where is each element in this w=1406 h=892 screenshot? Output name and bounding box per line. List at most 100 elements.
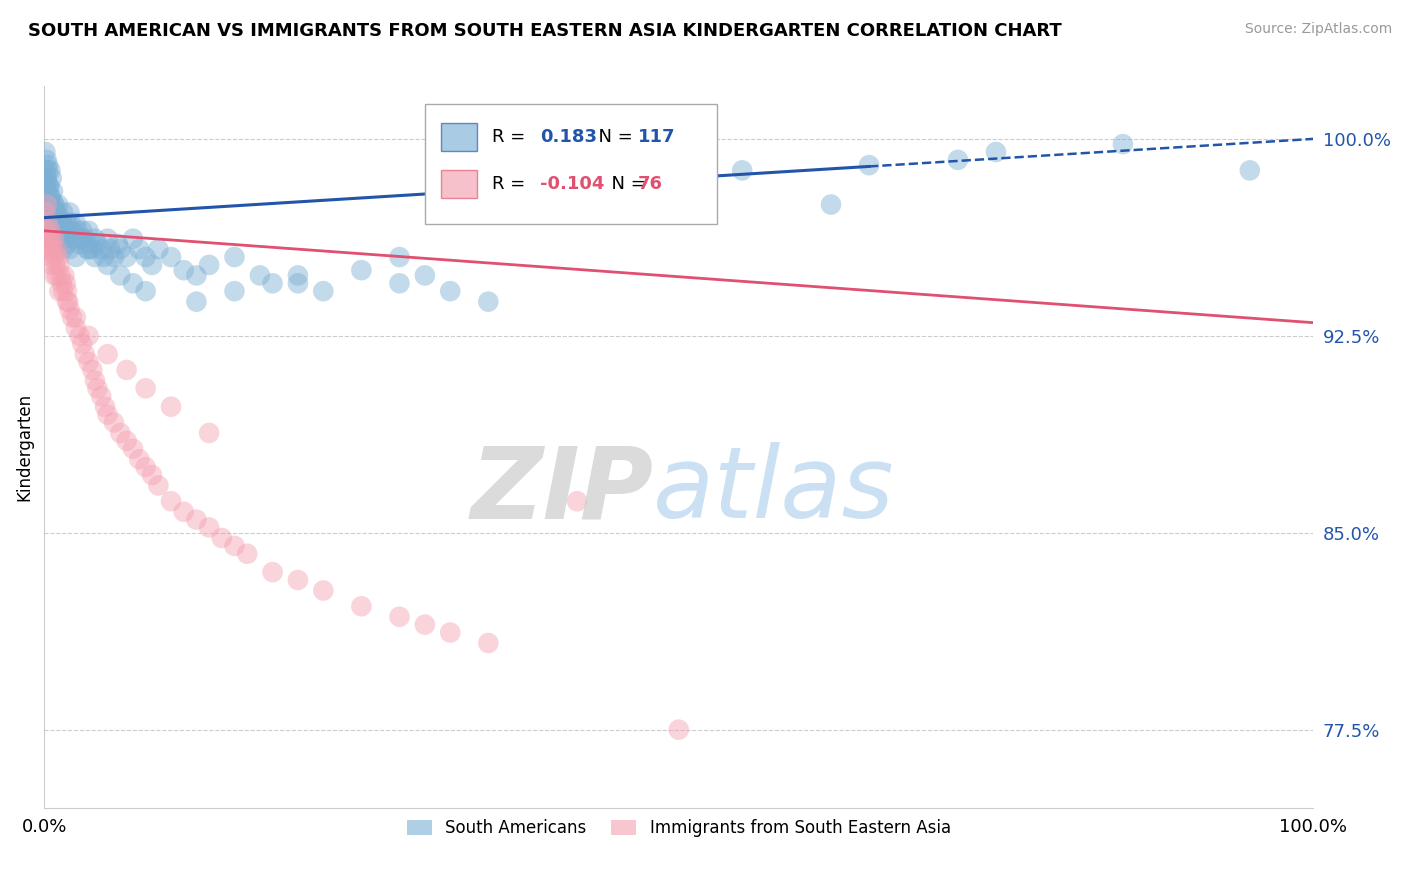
Point <box>110 242 132 256</box>
Point <box>103 416 125 430</box>
Point <box>731 163 754 178</box>
Point <box>60 224 83 238</box>
Point <box>110 425 132 440</box>
Point <box>44 258 66 272</box>
Point <box>388 250 411 264</box>
Point <box>45 242 67 256</box>
Point <box>34 197 56 211</box>
Point <box>148 478 170 492</box>
Point <box>42 216 65 230</box>
Point <box>37 211 59 225</box>
Point <box>45 216 67 230</box>
Point <box>858 158 880 172</box>
Point <box>90 389 112 403</box>
Point <box>135 460 157 475</box>
Point <box>52 242 75 256</box>
FancyBboxPatch shape <box>441 170 477 197</box>
Point <box>128 242 150 256</box>
Point <box>97 258 120 272</box>
Text: R =: R = <box>492 128 531 146</box>
Point <box>59 216 82 230</box>
Point <box>69 236 91 251</box>
Point <box>39 242 62 256</box>
Point <box>186 513 208 527</box>
Point <box>122 442 145 456</box>
Point <box>48 232 70 246</box>
Point <box>77 328 100 343</box>
Point <box>49 224 72 238</box>
Point <box>42 242 65 256</box>
Point <box>65 216 87 230</box>
Point <box>198 520 221 534</box>
Point <box>65 321 87 335</box>
Point <box>173 505 195 519</box>
Point <box>115 363 138 377</box>
Point <box>122 277 145 291</box>
Point <box>73 347 96 361</box>
Point <box>34 145 56 159</box>
Point <box>35 179 58 194</box>
Point <box>44 224 66 238</box>
Point <box>42 185 65 199</box>
Point <box>135 250 157 264</box>
Text: N =: N = <box>600 175 651 193</box>
Point <box>62 232 84 246</box>
Point <box>37 187 59 202</box>
Point <box>515 197 537 211</box>
Point <box>58 242 80 256</box>
Point <box>41 232 63 246</box>
Point <box>35 171 58 186</box>
Point <box>135 284 157 298</box>
Point <box>70 336 93 351</box>
Point <box>83 232 105 246</box>
Point <box>38 179 60 194</box>
Point <box>45 268 67 283</box>
Point <box>186 268 208 283</box>
Point <box>98 242 121 256</box>
Point <box>173 263 195 277</box>
Point <box>38 232 60 246</box>
Legend: South Americans, Immigrants from South Eastern Asia: South Americans, Immigrants from South E… <box>399 812 957 844</box>
Point <box>53 268 76 283</box>
Point <box>37 242 59 256</box>
Point <box>287 573 309 587</box>
Point <box>565 494 588 508</box>
Point <box>388 609 411 624</box>
Point <box>122 232 145 246</box>
Point <box>198 425 221 440</box>
Point <box>287 277 309 291</box>
Point <box>67 232 90 246</box>
Point <box>39 224 62 238</box>
Point <box>1112 137 1135 152</box>
FancyBboxPatch shape <box>425 104 717 224</box>
Point <box>48 211 70 225</box>
Point <box>82 242 104 256</box>
Point <box>45 242 67 256</box>
Point <box>66 224 89 238</box>
Point <box>44 268 66 283</box>
Point <box>135 381 157 395</box>
Point <box>211 531 233 545</box>
Point <box>44 232 66 246</box>
Point <box>86 236 108 251</box>
Point <box>46 197 69 211</box>
Point <box>1239 163 1261 178</box>
Point <box>34 205 56 219</box>
Point <box>44 197 66 211</box>
Point <box>287 268 309 283</box>
Text: R =: R = <box>492 175 531 193</box>
Point <box>38 224 60 238</box>
Point <box>51 216 73 230</box>
Point <box>37 158 59 172</box>
Point <box>77 242 100 256</box>
Text: Source: ZipAtlas.com: Source: ZipAtlas.com <box>1244 22 1392 37</box>
Point <box>34 224 56 238</box>
Point <box>41 197 63 211</box>
Point <box>49 268 72 283</box>
Point <box>984 145 1007 159</box>
Point <box>83 374 105 388</box>
Text: 0.183: 0.183 <box>540 128 598 146</box>
Point <box>77 224 100 238</box>
Point <box>38 179 60 194</box>
Point <box>103 250 125 264</box>
